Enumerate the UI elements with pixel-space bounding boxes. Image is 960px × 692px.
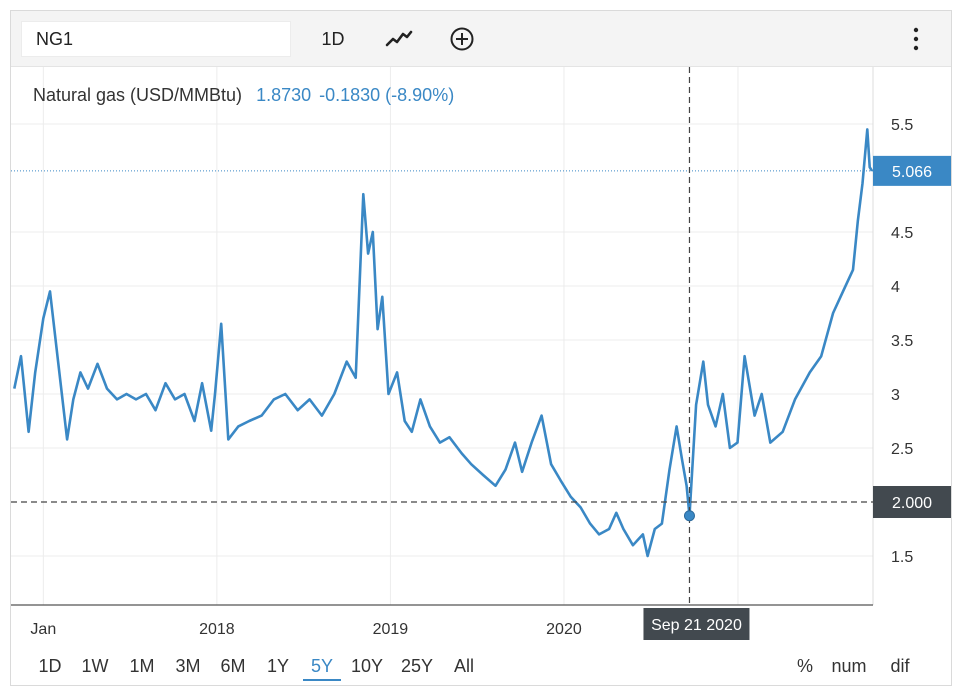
interval-button[interactable]: 1D	[321, 29, 345, 49]
range-button-1y[interactable]: 1Y	[266, 656, 290, 676]
range-selector: 1D 1W 1M 3M 6M 1Y 5Y 10Y 25Y All% num dif	[11, 645, 951, 687]
x-tick-label: 2018	[199, 621, 235, 638]
last-price-tag	[873, 155, 951, 186]
vertical-dots-icon[interactable]	[901, 21, 931, 57]
mode-button-dif[interactable]: dif	[890, 656, 910, 676]
x-tick-label: 2019	[373, 621, 409, 638]
range-button-3m[interactable]: 3M	[175, 656, 201, 676]
crosshair-y-label: 2.000	[892, 495, 932, 512]
y-tick-label: 3.5	[891, 333, 913, 350]
series-line	[13, 128, 874, 558]
last-price-label: 5.066	[892, 164, 932, 181]
chart-toolbar: NG1 1D	[11, 11, 951, 67]
y-tick-label: 1.5	[891, 549, 913, 566]
crosshair-x-label: Sep 21 2020	[651, 617, 742, 634]
chart-legend: Natural gas (USD/MMBtu) 1.8730 -0.1830 (-8…	[33, 85, 454, 106]
line-chart-icon[interactable]	[381, 21, 417, 57]
crosshair-point	[683, 510, 695, 522]
legend-change: -0.1830 (-8.90%)	[319, 85, 455, 105]
mode-button-num[interactable]: num	[831, 656, 867, 676]
range-button-all[interactable]: All	[453, 656, 474, 676]
range-button-1d[interactable]: 1D	[38, 656, 62, 676]
legend-value: 1.8730	[256, 85, 312, 105]
x-tick-label: 2020	[546, 621, 582, 638]
y-tick-label: 3	[891, 387, 900, 404]
symbol-input[interactable]: NG1	[21, 21, 291, 57]
range-button-6m[interactable]: 6M	[220, 656, 246, 676]
crosshair-x-tag	[643, 608, 750, 640]
crosshair-y-tag	[873, 486, 951, 518]
range-button-1w[interactable]: 1W	[81, 656, 109, 676]
range-button-5y[interactable]: 5Y	[303, 651, 341, 681]
chart-widget: NG1 1D 5.5 4.5 4 3.5 3 2.5 1.5 Jan 2018 2019 2020 1…	[10, 10, 952, 686]
price-chart[interactable]: 5.54.543.532.51.5Jan20182019202015.0662.…	[11, 67, 951, 645]
y-tick-label: 5.5	[891, 117, 913, 134]
range-button-1m[interactable]: 1M	[129, 656, 155, 676]
mode-button-percent[interactable]: %	[796, 656, 813, 676]
y-tick-label: 4	[891, 279, 900, 296]
plus-circle-icon[interactable]	[447, 21, 477, 57]
range-button-25y[interactable]: 25Y	[400, 656, 434, 676]
x-tick-label: Jan	[30, 621, 56, 638]
legend-name: Natural gas (USD/MMBtu)	[33, 85, 243, 105]
y-tick-label: 2.5	[891, 441, 913, 458]
y-tick-label: 4.5	[891, 225, 913, 242]
range-button-10y[interactable]: 10Y	[350, 656, 384, 676]
